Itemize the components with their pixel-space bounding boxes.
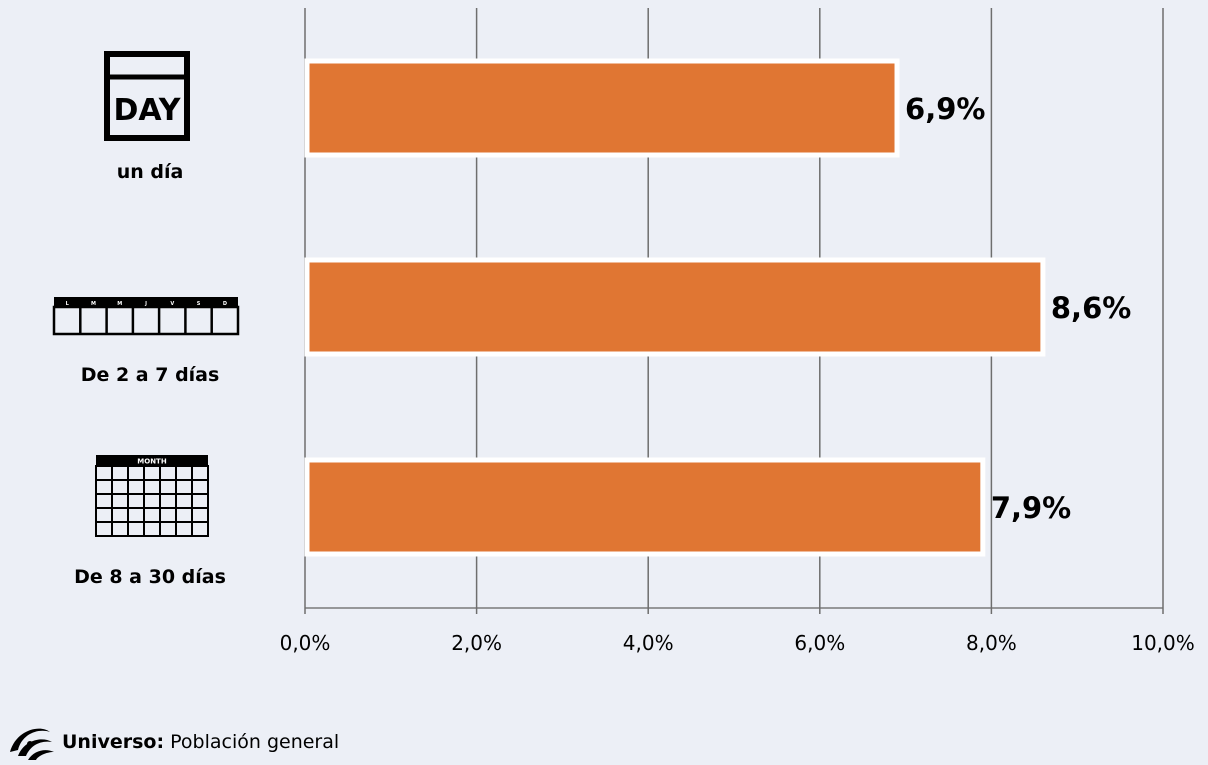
- bars: 6,9% 8,6% 7,9%: [304, 58, 1131, 557]
- bar: [304, 58, 900, 158]
- month-icon-text: MONTH: [137, 458, 167, 466]
- swirl-logo-icon: [10, 728, 54, 760]
- week-day-label: J: [144, 301, 147, 307]
- universe-note: Universo: Población general: [62, 731, 339, 753]
- x-tick-label: 8,0%: [966, 631, 1017, 655]
- week-day-label: D: [223, 301, 227, 307]
- x-axis-ticks: 0,0% 2,0% 4,0% 6,0% 8,0% 10,0%: [280, 631, 1195, 655]
- universe-value: Población general: [170, 731, 340, 753]
- bar-value-label: 8,6%: [1051, 291, 1131, 325]
- category-label: un día: [117, 161, 184, 183]
- day-calendar-icon: DAY: [104, 51, 190, 141]
- month-calendar-icon: MONTH: [95, 455, 209, 537]
- x-tick-label: 10,0%: [1131, 631, 1195, 655]
- bar-value-label: 6,9%: [905, 92, 985, 126]
- bar: [304, 457, 986, 557]
- footer: Universo: Población general: [6, 722, 339, 762]
- category-label: De 8 a 30 días: [74, 566, 226, 588]
- day-icon-text: DAY: [114, 93, 182, 128]
- bar: [304, 257, 1046, 357]
- week-day-label: L: [66, 301, 70, 307]
- week-day-label: M: [117, 301, 122, 307]
- x-tick-label: 6,0%: [794, 631, 845, 655]
- bar-value-label: 7,9%: [991, 491, 1071, 525]
- category-label: De 2 a 7 días: [81, 364, 220, 386]
- week-day-label: V: [170, 301, 174, 307]
- week-calendar-icon: L M M J V S D: [52, 297, 240, 336]
- x-tick-label: 2,0%: [451, 631, 502, 655]
- week-day-label: S: [197, 301, 201, 307]
- universe-label: Universo:: [62, 731, 165, 753]
- x-tick-label: 0,0%: [280, 631, 331, 655]
- week-day-label: M: [91, 301, 96, 307]
- x-tick-label: 4,0%: [623, 631, 674, 655]
